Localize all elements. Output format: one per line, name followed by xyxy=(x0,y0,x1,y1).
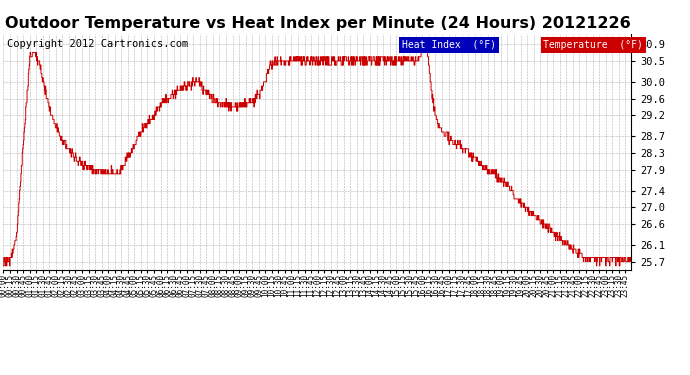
Title: Outdoor Temperature vs Heat Index per Minute (24 Hours) 20121226: Outdoor Temperature vs Heat Index per Mi… xyxy=(5,16,630,31)
Text: Copyright 2012 Cartronics.com: Copyright 2012 Cartronics.com xyxy=(7,39,188,49)
Text: Heat Index  (°F): Heat Index (°F) xyxy=(402,40,496,50)
Text: Temperature  (°F): Temperature (°F) xyxy=(544,40,643,50)
